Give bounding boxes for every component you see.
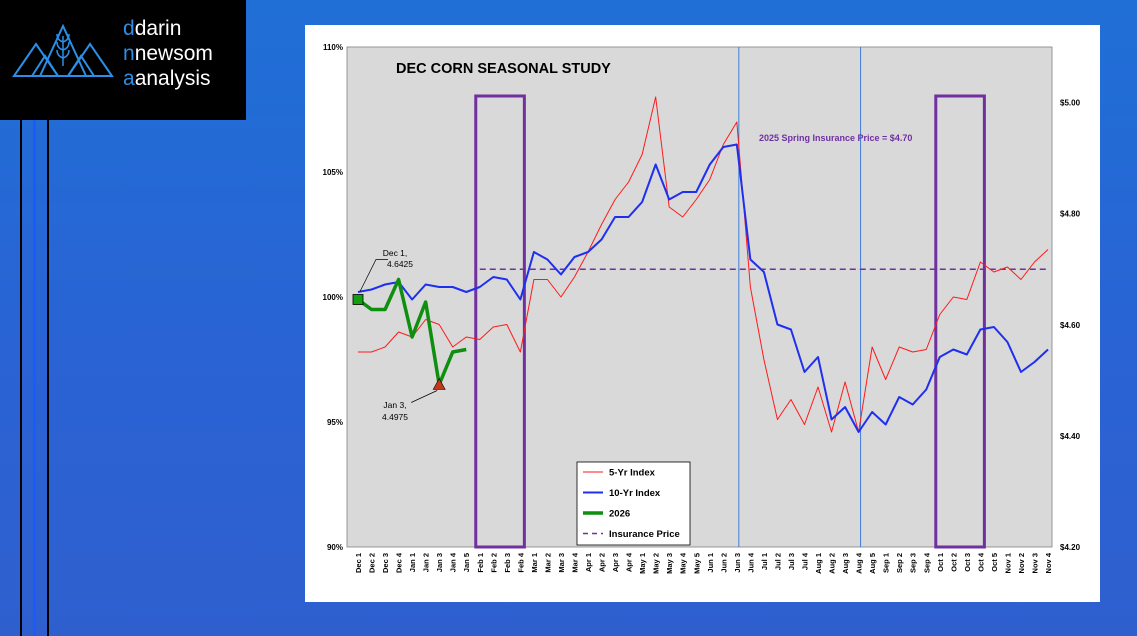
x-tick-label: Feb 4	[516, 552, 525, 572]
brand-line-3: analysis	[134, 67, 211, 90]
highlight-box	[474, 94, 526, 549]
x-tick-label: Mar 4	[570, 552, 579, 572]
x-tick-label: May 4	[679, 552, 688, 574]
x-tick-label: Apr 3	[611, 553, 620, 572]
annotation-jan3-line1: Jan 3,	[383, 400, 406, 410]
x-tick-label: Jul 1	[760, 553, 769, 570]
legend: 5-Yr Index 10-Yr Index 2026 Insurance Price	[576, 461, 691, 546]
y-left-tick-label: 100%	[323, 293, 343, 302]
legend-label: Insurance Price	[609, 529, 680, 540]
brand-line-2: newsom	[134, 42, 213, 65]
y-right-tick-label: $5.00	[1060, 99, 1081, 108]
x-tick-label: Oct 2	[949, 553, 958, 572]
x-tick-label: Aug 1	[814, 553, 823, 574]
x-tick-label: Aug 4	[855, 552, 864, 574]
x-tick-label: Oct 5	[990, 553, 999, 572]
dec1-marker	[352, 294, 364, 305]
series-line-2026	[356, 277, 467, 387]
annotation-leader	[359, 259, 388, 292]
highlight-box	[934, 94, 986, 549]
annotation-dec1-line2: 4.6425	[387, 259, 413, 269]
x-tick-label: Jan 4	[449, 552, 458, 572]
x-tick-label: Mar 1	[530, 553, 539, 573]
x-tick-label: Jun 2	[719, 553, 728, 573]
x-tick-label: Apr 4	[625, 552, 634, 572]
decorative-stripes	[20, 120, 49, 636]
y-right-tick-label: $4.20	[1060, 543, 1081, 552]
series-line-10-yr-index	[357, 143, 1049, 433]
x-tick-label: Jun 4	[746, 552, 755, 572]
x-tick-label: Jul 4	[800, 552, 809, 570]
x-tick-label: Oct 3	[963, 553, 972, 572]
x-tick-label: Nov 3	[1031, 553, 1040, 573]
x-tick-label: Sep 2	[895, 553, 904, 573]
brand-wordmark: ddarin nnewsom aanalysis	[123, 17, 213, 90]
x-tick-label: Jun 1	[706, 553, 715, 573]
x-tick-label: Nov 1	[1003, 553, 1012, 573]
x-tick-label: Dec 2	[368, 553, 377, 573]
y-left-tick-label: 110%	[323, 43, 343, 52]
insurance-label: 2025 Spring Insurance Price = $4.70	[759, 133, 912, 143]
annotation-dec1-line1: Dec 1,	[383, 248, 408, 258]
x-tick-label: Jan 5	[462, 553, 471, 572]
x-tick-label: Dec 1	[354, 553, 363, 573]
x-tick-label: Apr 2	[598, 553, 607, 572]
y-left-tick-label: 105%	[323, 168, 343, 177]
x-tick-label: Jun 3	[733, 553, 742, 573]
legend-label: 2026	[609, 509, 630, 520]
x-tick-label: Feb 2	[489, 553, 498, 573]
seasonal-chart: 90% 95% 100% 105% 110% $4.20 $4.40 $4.60 $4.80 $5…	[323, 43, 1081, 574]
x-tick-label: Oct 4	[976, 552, 985, 572]
x-tick-label: Aug 2	[828, 553, 837, 574]
x-tick-label: Jan 2	[422, 553, 431, 572]
x-tick-label: Nov 2	[1017, 553, 1026, 573]
x-tick-label: Feb 3	[503, 553, 512, 573]
x-tick-label: Dec 3	[381, 553, 390, 573]
x-tick-label: Oct 1	[936, 553, 945, 572]
mountain-logo-icon	[12, 23, 114, 77]
x-tick-label: Feb 1	[476, 553, 485, 573]
x-tick-label: Jul 3	[787, 553, 796, 570]
x-tick-label: Nov 4	[1044, 552, 1053, 573]
x-tick-label: Sep 4	[922, 552, 931, 573]
y-left-tick-label: 90%	[327, 543, 343, 552]
y-right-tick-label: $4.80	[1060, 210, 1081, 219]
legend-label: 5-Yr Index	[609, 468, 656, 479]
x-tick-label: May 1	[638, 553, 647, 574]
x-tick-label: Dec 4	[395, 552, 404, 573]
series-line-5-yr-index	[358, 96, 1049, 433]
brand-logo: ddarin nnewsom aanalysis	[0, 0, 246, 120]
x-tick-label: May 2	[652, 553, 661, 574]
x-tick-label: Sep 1	[882, 553, 891, 573]
y-right-tick-label: $4.40	[1060, 432, 1081, 441]
legend-label: 10-Yr Index	[609, 488, 661, 499]
x-tick-label: Apr 1	[584, 553, 593, 572]
chart-panel: 90% 95% 100% 105% 110% $4.20 $4.40 $4.60 $4.80 $5…	[305, 25, 1100, 602]
x-tick-label: May 5	[692, 553, 701, 574]
x-tick-label: Jul 2	[773, 553, 782, 570]
x-tick-label: Mar 2	[543, 553, 552, 573]
annotation-jan3-line2: 4.4975	[382, 412, 408, 422]
x-tick-label: May 3	[665, 553, 674, 574]
x-tick-label: Aug 5	[868, 553, 877, 574]
plot-area	[346, 46, 1053, 548]
legend-box	[576, 461, 691, 546]
x-tick-label: Mar 3	[557, 553, 566, 573]
y-left-tick-label: 95%	[327, 418, 343, 427]
brand-line-1: darin	[134, 17, 182, 40]
annotation-leader	[411, 390, 438, 403]
x-tick-label: Jan 3	[435, 553, 444, 572]
jan3-marker	[432, 377, 446, 390]
y-right-tick-label: $4.60	[1060, 321, 1081, 330]
x-tick-label: Aug 3	[841, 553, 850, 574]
chart-title: DEC CORN SEASONAL STUDY	[396, 61, 611, 77]
x-tick-label: Sep 3	[909, 553, 918, 573]
x-tick-label: Jan 1	[408, 553, 417, 572]
